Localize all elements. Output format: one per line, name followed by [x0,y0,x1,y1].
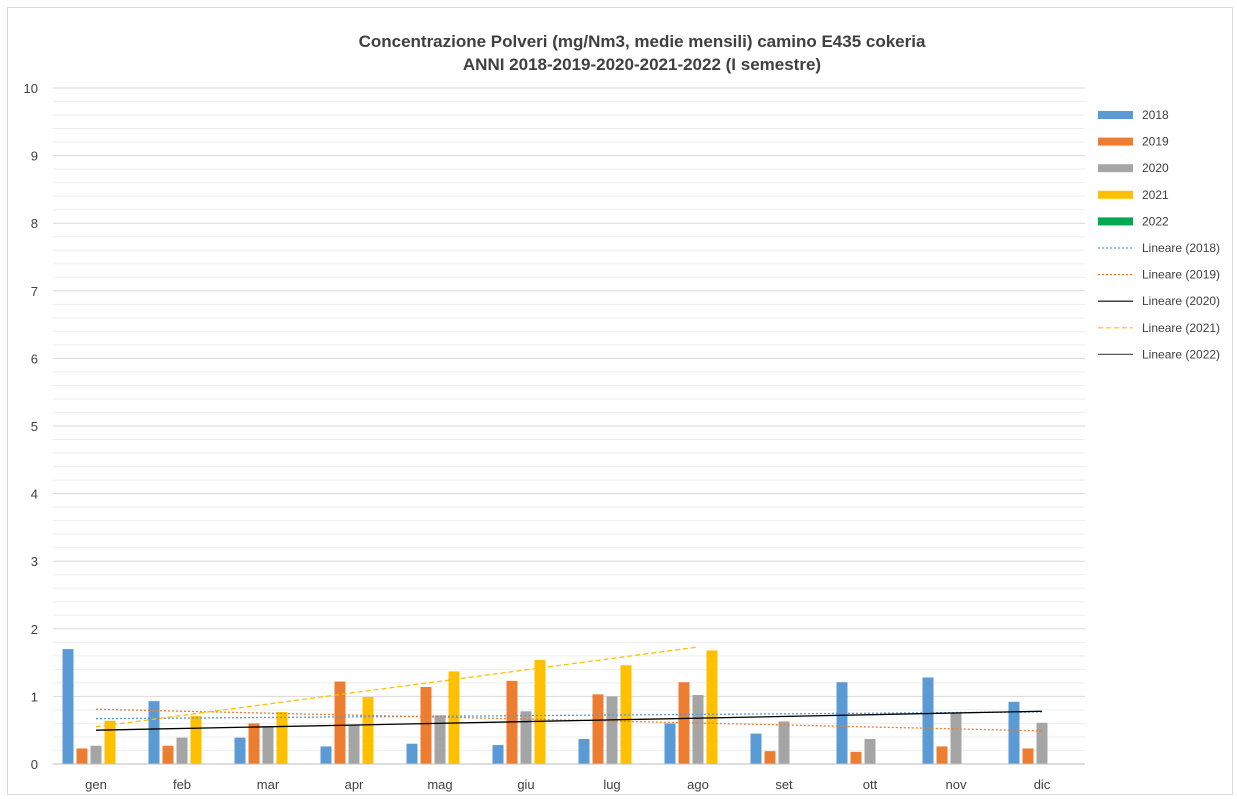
bar-2021-mag [448,671,460,764]
chart-frame [7,7,1233,795]
bar-2019-mar [248,723,260,764]
trendlines [95,646,1043,732]
legend-swatch-2021 [1098,190,1133,199]
legend: 2018 2019 2020 2021 2022 Lineare (2018) Linear… [1098,108,1220,361]
y-tick-label: 10 [24,81,38,96]
legend-label: 2022 [1142,214,1169,228]
x-tick-label: mag [427,777,452,792]
bar-2018-gen [62,649,74,764]
bar-2020-nov [950,712,962,764]
bar-2019-gen [76,748,88,764]
x-tick-label: giu [517,777,534,792]
legend-label: 2019 [1142,135,1169,149]
bar-2021-lug [620,665,632,764]
bar-2021-giu [534,659,546,764]
y-tick-label: 0 [31,757,38,772]
bar-2020-apr [348,724,360,764]
y-tick-label: 5 [31,419,38,434]
legend-label: Lineare (2021) [1142,321,1220,335]
bar-2018-nov [922,677,934,764]
bar-2019-nov [936,746,948,764]
bar-2021-ago [706,650,718,764]
x-tick-label: mar [257,777,280,792]
bar-2019-dic [1022,748,1034,764]
bar-2020-ago [692,695,704,764]
x-tick-label: gen [85,777,107,792]
trendline-Lineare (2019) [95,708,1043,732]
legend-swatch-2018 [1098,111,1133,119]
y-tick-label: 2 [31,622,38,637]
bar-2019-set [764,751,776,764]
bar-2020-mar [262,726,274,764]
bar-2018-giu [492,745,504,764]
legend-label: Lineare (2018) [1142,241,1220,255]
x-tick-label: feb [173,777,191,792]
legend-label: 2021 [1142,188,1169,202]
bars [62,649,1048,764]
bar-2018-ago [664,723,676,764]
y-tick-label: 3 [31,554,38,569]
bar-2019-lug [592,694,604,764]
legend-label: 2020 [1142,161,1169,175]
legend-label: Lineare (2020) [1142,294,1220,308]
bar-2019-apr [334,681,346,764]
legend-swatch-2020 [1098,164,1133,173]
bar-2020-lug [606,696,618,764]
bar-2018-mar [234,737,246,764]
y-tick-label: 8 [31,216,38,231]
bar-2018-feb [148,701,160,764]
y-tick-label: 7 [31,284,38,299]
y-tick-label: 9 [31,149,38,164]
bar-2020-set [778,721,790,764]
x-axis: gen feb mar apr mag giu lug ago set ott nov dic [53,763,1085,792]
legend-swatch-2022 [1098,217,1133,226]
trendline-Lineare (2018) [95,711,1043,720]
bar-2020-giu [520,711,532,764]
legend-label: Lineare (2019) [1142,268,1220,282]
bar-2020-ott [864,738,876,764]
bar-2019-mag [420,686,432,764]
gridlines [53,87,1085,765]
bar-2018-ott [836,682,848,764]
x-tick-label: dic [1034,777,1051,792]
bar-2021-apr [362,697,374,764]
bar-2018-dic [1008,701,1020,764]
bar-2018-lug [578,738,590,764]
x-tick-label: ago [687,777,709,792]
bar-2021-feb [190,716,202,764]
y-tick-label: 1 [31,689,38,704]
legend-label: 2018 [1142,108,1169,122]
bar-2019-feb [162,745,174,764]
bar-2020-feb [176,737,188,764]
bar-2020-mag [434,715,446,764]
y-axis: 0 1 2 3 4 5 6 7 8 9 10 [24,81,38,772]
bar-2018-mag [406,743,418,764]
bar-2019-ott [850,751,862,764]
trendline-Lineare (2020) [95,710,1043,731]
chart-title: Concentrazione Polveri (mg/Nm3, medie me… [359,32,926,51]
legend-label: Lineare (2022) [1142,347,1220,361]
bar-2021-gen [104,720,116,764]
x-tick-label: apr [345,777,364,792]
bar-2021-mar [276,711,288,764]
y-tick-label: 6 [31,351,38,366]
legend-swatch-2019 [1098,137,1133,146]
y-tick-label: 4 [31,487,38,502]
x-tick-label: ott [863,777,878,792]
bar-2020-dic [1036,722,1048,764]
chart-subtitle: ANNI 2018-2019-2020-2021-2022 (I semestr… [463,55,821,74]
x-tick-label: nov [946,777,967,792]
bar-2018-set [750,733,762,764]
bar-2020-gen [90,745,102,764]
x-tick-label: lug [603,777,620,792]
x-tick-label: set [775,777,793,792]
bar-2018-apr [320,746,332,764]
trendline-Lineare (2021) [95,646,699,728]
